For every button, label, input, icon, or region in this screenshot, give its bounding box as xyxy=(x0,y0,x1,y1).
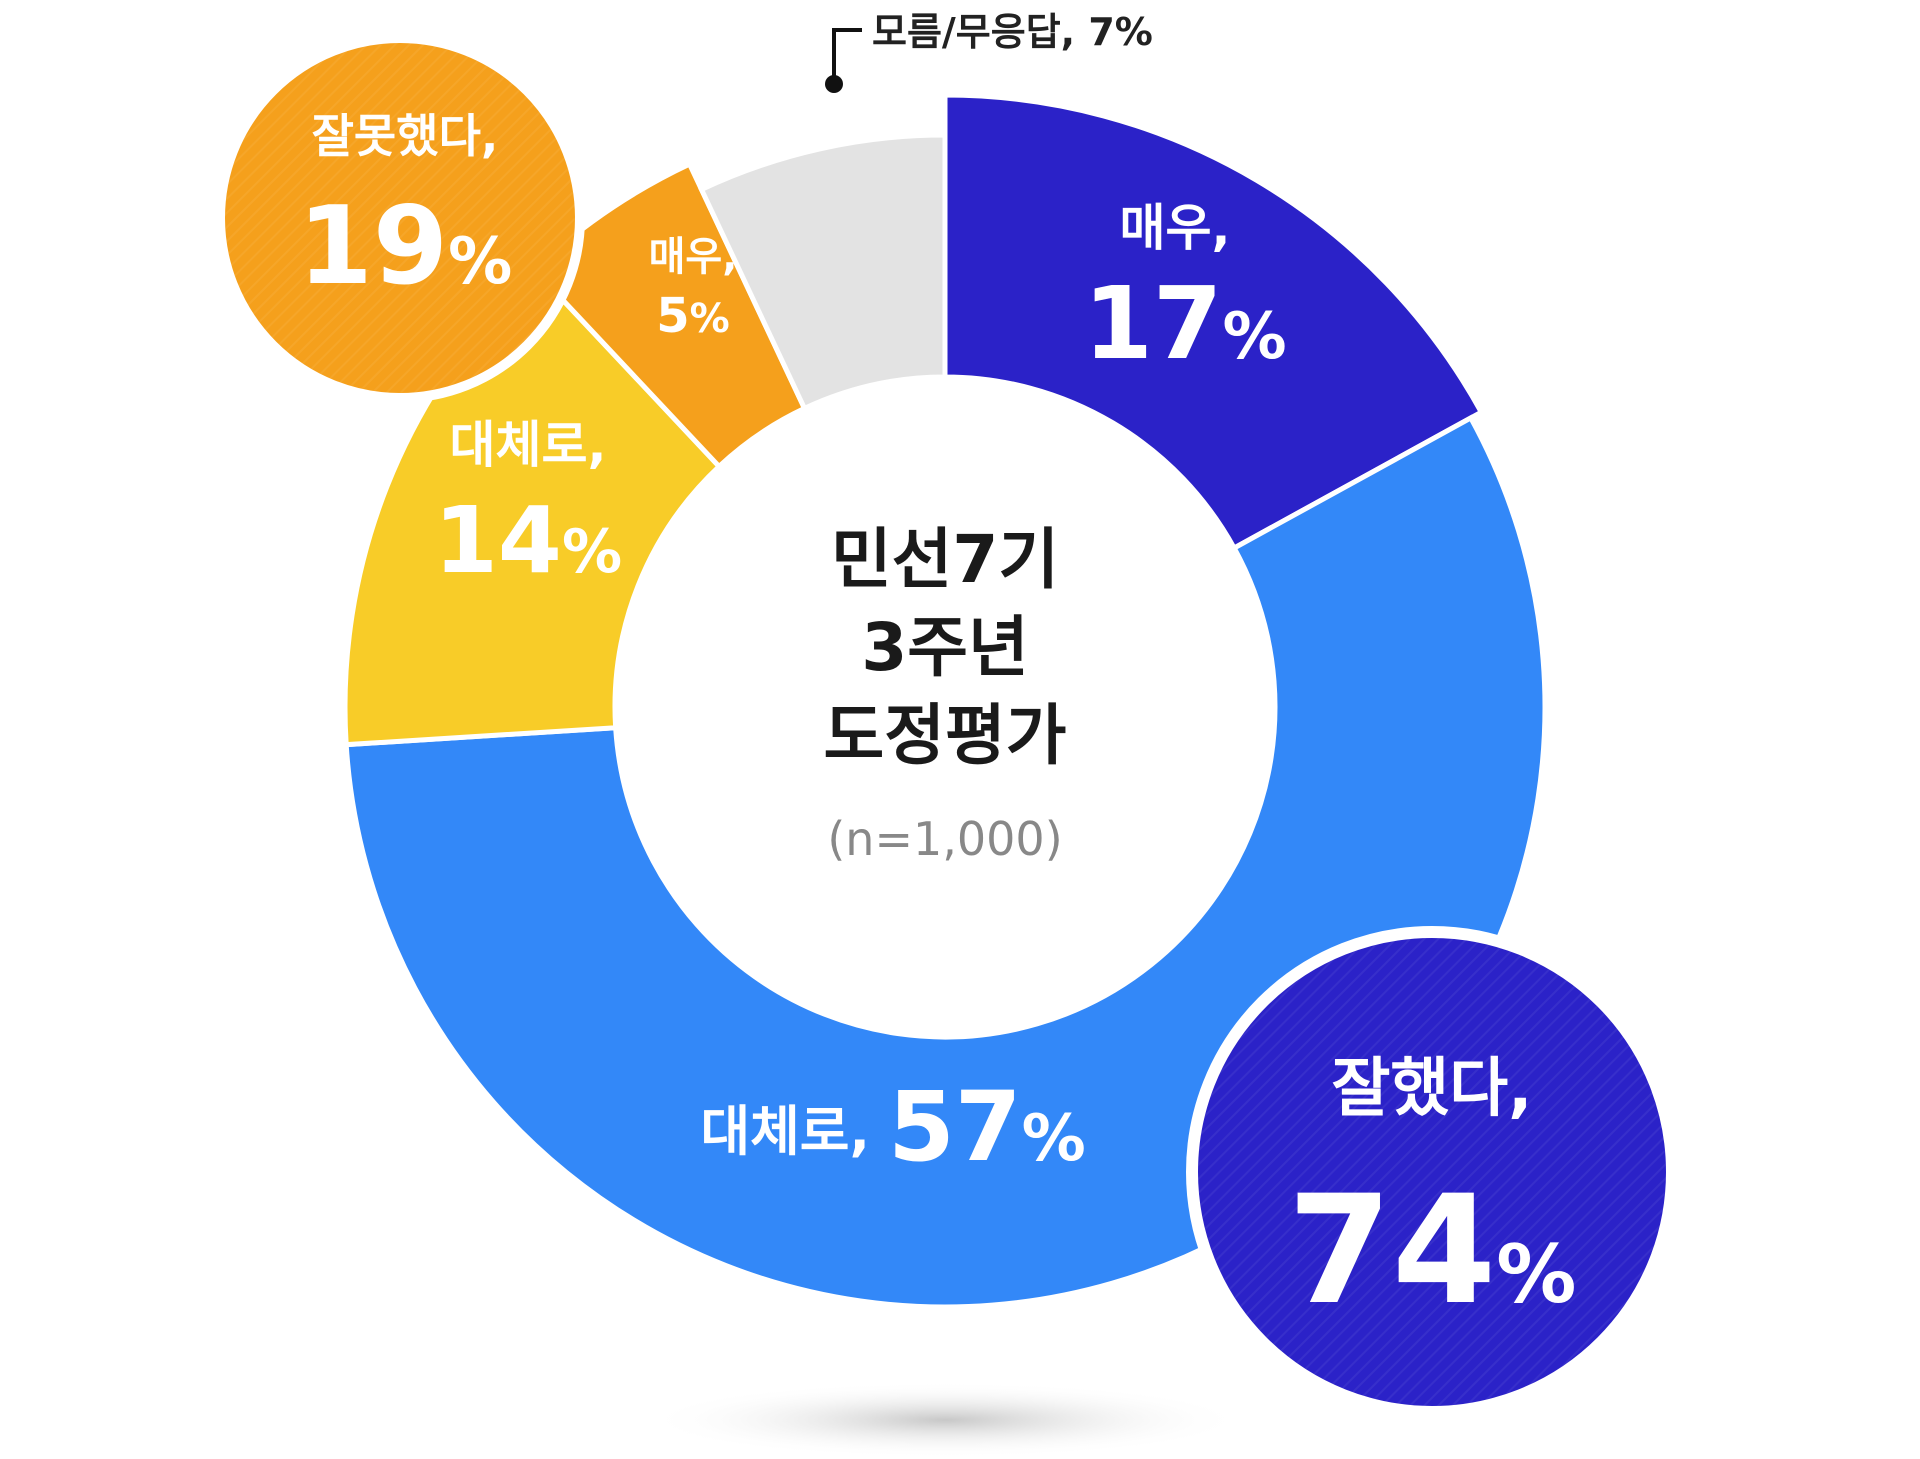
slice-label-fair-name: 대체로, xyxy=(450,416,607,474)
group-bubble-bad-value: 19% xyxy=(298,184,512,309)
center-subtitle: (n=1,000) xyxy=(827,812,1062,866)
ground-shadow xyxy=(645,1382,1245,1458)
slice-label-very-bad-name: 매우, xyxy=(649,234,738,280)
slice-label-good-value: 57% xyxy=(888,1071,1086,1183)
group-bubble-bad-texture xyxy=(225,43,575,393)
callout-line xyxy=(832,28,862,84)
group-bubble-good-name: 잘했다, xyxy=(1332,1052,1533,1126)
group-bubble-bad-name: 잘못했다, xyxy=(312,109,499,163)
slice-label-very-good-name: 매우, xyxy=(1120,199,1231,257)
slice-label-unknown-text: 모름/무응답, 7% xyxy=(872,10,1153,54)
center-title-line-3: 도정평가 xyxy=(824,697,1067,774)
slice-label-good-name: 대체로, xyxy=(700,1100,870,1163)
slice-label-good: 대체로, 57% xyxy=(700,1071,1085,1183)
center-title-line-1: 민선7기 xyxy=(831,521,1059,598)
group-bubble-good: 잘했다, 74% xyxy=(1186,926,1678,1418)
slice-label-very-good: 매우, 17% xyxy=(1083,199,1286,382)
slice-label-very-bad: 매우, 5% xyxy=(649,234,738,344)
slice-label-unknown: 모름/무응답, 7% xyxy=(825,10,1153,93)
slice-label-fair: 대체로, 14% xyxy=(434,416,622,594)
slice-label-very-good-value: 17% xyxy=(1083,265,1286,382)
donut-hole xyxy=(615,377,1275,1037)
slice-label-very-bad-value: 5% xyxy=(656,288,729,344)
group-bubble-good-value: 74% xyxy=(1288,1164,1577,1338)
group-bubble-good-texture xyxy=(1198,938,1666,1406)
slice-label-fair-value: 14% xyxy=(434,487,622,594)
group-bubble-bad: 잘못했다, 19% xyxy=(215,33,585,403)
center-title-line-2: 3주년 xyxy=(861,609,1028,686)
center-label: 민선7기 3주년 도정평가 (n=1,000) xyxy=(824,521,1067,866)
